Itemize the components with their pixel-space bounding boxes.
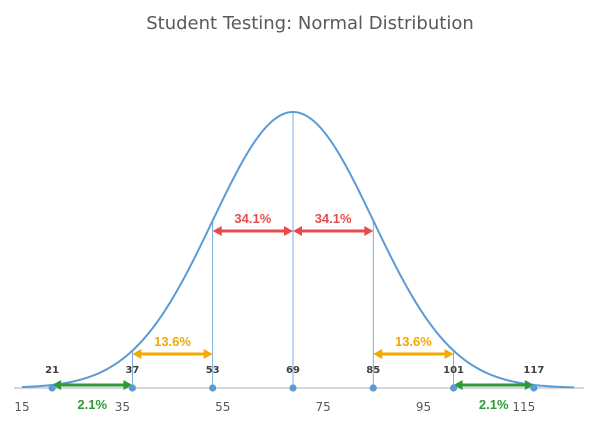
chart-title: Student Testing: Normal Distribution	[146, 13, 474, 34]
arrowhead-right	[364, 226, 374, 236]
x-tick-label: 55	[215, 400, 230, 414]
sd-point-marker	[530, 384, 538, 392]
arrowhead-left	[132, 349, 142, 359]
x-tick-label: 15	[14, 400, 29, 414]
arrowhead-left	[453, 380, 463, 390]
percentage-label: 13.6%	[395, 334, 432, 349]
arrowhead-right	[444, 349, 454, 359]
sd-point-label: 21	[45, 365, 59, 376]
x-tick-label: 75	[315, 400, 330, 414]
sd-point-label: 69	[286, 365, 300, 376]
sd-point-marker	[289, 384, 297, 392]
percentage-label: 34.1%	[315, 211, 352, 226]
percentage-label: 34.1%	[234, 211, 271, 226]
sd-point-marker	[369, 384, 377, 392]
arrowhead-right	[123, 380, 133, 390]
arrowhead-left	[212, 226, 222, 236]
sd-point-label: 53	[206, 365, 220, 376]
percentage-label: 2.1%	[77, 397, 107, 412]
arrowhead-left	[52, 380, 62, 390]
x-tick-label: 35	[115, 400, 130, 414]
bell-curve-line	[21, 110, 575, 389]
sd-point-label: 117	[523, 365, 544, 376]
arrowhead-left	[292, 226, 302, 236]
x-tick-label: 115	[512, 400, 535, 414]
arrowhead-left	[373, 349, 383, 359]
sd-point-marker	[128, 384, 136, 392]
sd-point-marker	[449, 384, 458, 392]
percentage-label: 13.6%	[154, 334, 191, 349]
sd-point-label: 37	[125, 365, 139, 376]
sd-point-label: 85	[366, 365, 380, 376]
sd-point-label: 101	[443, 365, 464, 376]
percentage-label: 2.1%	[479, 397, 509, 412]
x-tick-label: 95	[416, 400, 431, 414]
arrowhead-right	[283, 226, 293, 236]
sd-point-marker	[48, 384, 56, 392]
arrowhead-right	[524, 380, 534, 390]
sd-point-marker	[209, 384, 217, 392]
arrowhead-right	[203, 349, 213, 359]
